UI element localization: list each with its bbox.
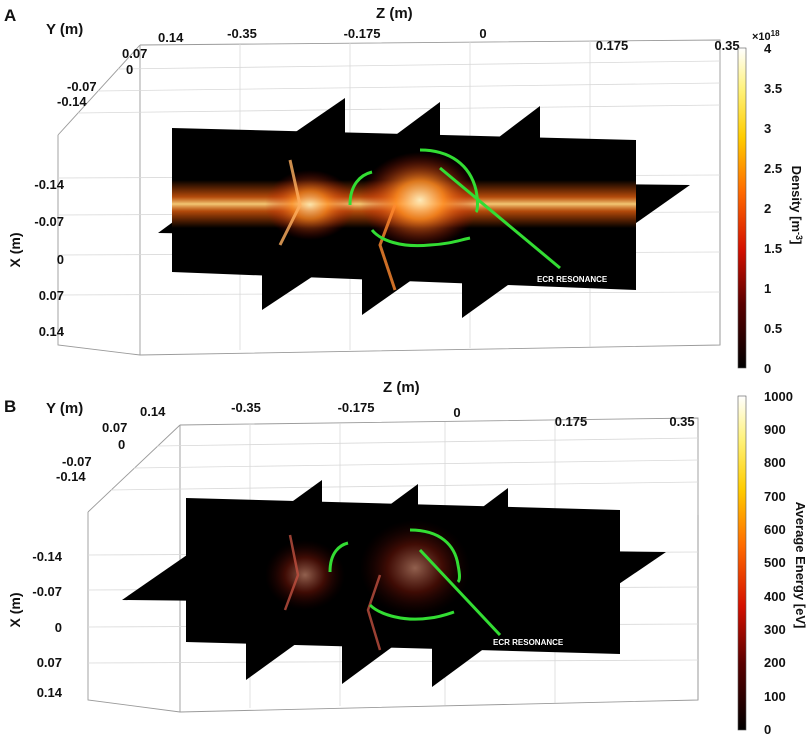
panel-b-z-tick: 0.175 xyxy=(555,414,588,429)
panel-b-y-tick: -0.14 xyxy=(56,469,86,484)
panel-b-energy-core xyxy=(360,520,470,616)
panel-a-ecr-curve xyxy=(370,228,471,248)
panel-b-x-tick: -0.07 xyxy=(32,584,62,599)
panel-b-colorbar: 1000 900 800 700 600 500 400 300 200 100… xyxy=(737,389,808,735)
panel-a-x-tick: -0.07 xyxy=(34,214,64,229)
panel-b-x-tick: 0.07 xyxy=(37,655,62,670)
panel-b-ecr-label: ECR RESONANCE xyxy=(493,638,564,647)
panel-a-y-tick: 0.14 xyxy=(158,30,184,45)
panel-a-cbar-tick: 1.5 xyxy=(764,241,782,256)
panel-a-z-tick: -0.175 xyxy=(344,26,381,41)
panel-b-y-tick: -0.07 xyxy=(62,454,92,469)
panel-b-z-tick: 0.35 xyxy=(669,414,694,429)
panel-b-letter: B xyxy=(4,397,16,416)
panel-a-cbar-tick: 2.5 xyxy=(764,161,782,176)
panel-b-slices: ECR RESONANCE xyxy=(122,480,666,687)
panel-a-x-tick: 0 xyxy=(57,252,64,267)
panel-a-y-axis-label: Y (m) xyxy=(46,21,83,38)
panel-b-cbar-tick: 1000 xyxy=(764,389,793,404)
panel-b-z-tick: 0 xyxy=(453,405,460,420)
panel-a-colorbar: ×1018 4 3.5 3 2.5 2 1.5 1 0.5 0 Density … xyxy=(737,29,804,376)
panel-b-ecr-pointer xyxy=(418,548,502,637)
panel-a-y-tick: 0 xyxy=(126,62,133,77)
panel-b-ecr-curve xyxy=(368,603,455,621)
panel-b-x-axis-label: X (m) xyxy=(7,593,23,628)
panel-b-cbar-tick: 600 xyxy=(764,522,786,537)
panel-b-cbar-tick: 900 xyxy=(764,422,786,437)
panel-b-y-axis-label: Y (m) xyxy=(46,400,83,417)
panel-b-ecr-curve xyxy=(328,541,349,573)
panel-a-z-tick: 0.35 xyxy=(714,38,739,53)
panel-a-x-tick: 0.07 xyxy=(39,288,64,303)
panel-a-cbar-tick: 3 xyxy=(764,121,771,136)
panel-b-y-tick: 0.14 xyxy=(140,404,166,419)
panel-a-z-tick: 0.175 xyxy=(596,38,629,53)
panel-b-colorbar-ramp xyxy=(737,395,747,731)
panel-b-energy-lobe xyxy=(265,540,345,610)
panel-a-cbar-tick: 1 xyxy=(764,281,771,296)
panel-a-z-tick: -0.35 xyxy=(227,26,257,41)
panel-b-y-tick: 0 xyxy=(118,437,125,452)
panel-a-y-tick: -0.07 xyxy=(67,79,97,94)
panel-a-ecr-curve xyxy=(348,170,373,206)
panel-b-cbar-tick: 100 xyxy=(764,689,786,704)
panel-a-z-tick: 0 xyxy=(479,26,486,41)
panel-b-z-axis-label: Z (m) xyxy=(383,379,420,396)
panel-a: A Z (m) Y (m) X (m) -0.35 -0.175 0 0.175… xyxy=(4,5,804,376)
panel-a-colorbar-label: Density [m-3] xyxy=(789,166,804,245)
panel-b-x-tick: 0.14 xyxy=(37,685,63,700)
panel-a-x-tick: -0.14 xyxy=(34,177,64,192)
panel-b-colorbar-label: Average Energy [eV] xyxy=(793,502,808,629)
panel-b-box-left xyxy=(87,424,181,513)
panel-b-cbar-tick: 400 xyxy=(764,589,786,604)
panel-a-box-left xyxy=(57,44,141,136)
panel-a-y-tick: -0.14 xyxy=(57,94,87,109)
panel-b-energy-arm xyxy=(366,574,382,651)
panel-b-cbar-tick: 700 xyxy=(764,489,786,504)
panel-b-cbar-tick: 500 xyxy=(764,555,786,570)
panel-a-cbar-tick: 2 xyxy=(764,201,771,216)
panel-a-x-tick: 0.14 xyxy=(39,324,65,339)
panel-b-ecr-curve xyxy=(409,528,461,584)
panel-b-z-tick: -0.35 xyxy=(231,400,261,415)
panel-a-ecr-label: ECR RESONANCE xyxy=(537,275,608,284)
panel-b-x-tick: 0 xyxy=(55,620,62,635)
panel-b: B Z (m) Y (m) X (m) -0.35 -0.175 0 0.175… xyxy=(4,379,808,735)
panel-a-density-arm xyxy=(378,204,397,291)
panel-a-cbar-tick: 4 xyxy=(764,41,772,56)
panel-b-cbar-tick: 800 xyxy=(764,455,786,470)
panel-a-ecr-pointer xyxy=(439,166,561,270)
panel-b-box-top xyxy=(179,417,699,700)
panel-a-z-axis-label: Z (m) xyxy=(376,5,413,22)
panel-b-energy-arm xyxy=(283,534,300,611)
panel-b-z-tick: -0.175 xyxy=(338,400,375,415)
panel-a-box-top xyxy=(139,39,721,345)
panel-a-cbar-tick: 3.5 xyxy=(764,81,782,96)
panel-b-cbar-tick: 300 xyxy=(764,622,786,637)
panel-b-cbar-tick: 200 xyxy=(764,655,786,670)
panel-b-cbar-tick: 0 xyxy=(764,722,771,735)
panel-a-cbar-tick: 0.5 xyxy=(764,321,782,336)
panel-a-density-lobe xyxy=(265,170,355,240)
panel-a-slices: ECR RESONANCE xyxy=(158,98,690,318)
panel-a-colorbar-multiplier: ×1018 xyxy=(752,29,780,43)
panel-a-y-tick: 0.07 xyxy=(122,46,147,61)
panel-a-cbar-tick: 0 xyxy=(764,361,771,376)
panel-a-density-arm xyxy=(278,159,302,246)
panel-b-y-tick: 0.07 xyxy=(102,420,127,435)
panel-a-colorbar-ramp xyxy=(737,47,747,369)
panel-a-x-axis-label: X (m) xyxy=(7,233,23,268)
panel-a-ecr-curve xyxy=(419,148,479,214)
panel-b-x-tick: -0.14 xyxy=(32,549,62,564)
panel-a-letter: A xyxy=(4,6,16,25)
